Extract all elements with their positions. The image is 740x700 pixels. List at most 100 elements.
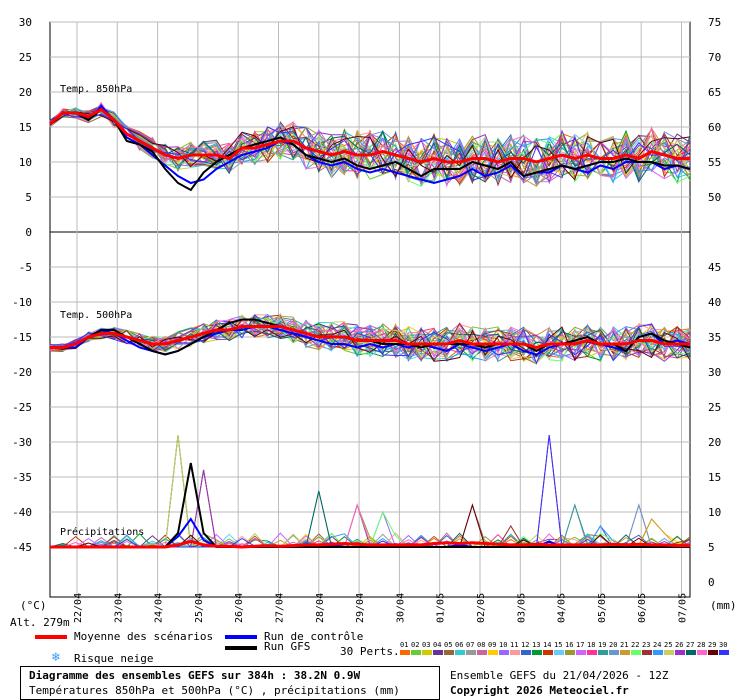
y-tick-label-left: -40	[12, 506, 32, 519]
pert-id-label: 30	[719, 641, 727, 649]
legend-mean-label: Moyenne des scénarios	[74, 630, 214, 643]
y-tick-label-left: 15	[19, 121, 32, 134]
y-tick-label-left: 0	[25, 226, 32, 239]
y-tick-label-left: 25	[19, 51, 32, 64]
pert-swatch	[576, 650, 586, 655]
legend-perts-label: 30 Perts.	[340, 645, 400, 658]
y-tick-label-right: 5	[708, 541, 715, 554]
legend-mean-swatch	[35, 635, 67, 639]
y-tick-label-left: -15	[12, 331, 32, 344]
pert-swatch	[455, 650, 465, 655]
pert-swatch	[620, 650, 630, 655]
pert-id-label: 27	[686, 641, 694, 649]
pert-swatch	[554, 650, 564, 655]
x-tick-label: 24/04	[154, 593, 165, 623]
y-tick-label-left: -25	[12, 401, 32, 414]
x-tick-label: 05/05	[597, 593, 608, 623]
chart-title: Diagramme des ensembles GEFS sur 384h : …	[29, 669, 361, 682]
left-unit-label: (°C)	[20, 599, 47, 612]
pert-id-label: 04	[433, 641, 441, 649]
pert-swatch	[477, 650, 487, 655]
x-tick-label: 02/05	[476, 593, 487, 623]
snow-icon: ❄	[52, 650, 60, 665]
pert-swatch	[697, 650, 707, 655]
perturbation-line-precip	[50, 490, 691, 548]
y-tick-label-right: 60	[708, 121, 721, 134]
altitude-label: Alt. 279m	[10, 616, 70, 629]
y-tick-label-left: -35	[12, 471, 32, 484]
pert-swatch	[433, 650, 443, 655]
perturbation-line-precip	[50, 434, 691, 548]
pert-id-label: 12	[521, 641, 529, 649]
x-tick-label: 04/05	[557, 593, 568, 623]
pert-swatch	[565, 650, 575, 655]
pert-id-label: 25	[664, 641, 672, 649]
pert-swatch	[708, 650, 718, 655]
pert-swatch	[719, 650, 729, 655]
legend-control-swatch	[225, 635, 257, 639]
perturbation-line-precip	[50, 490, 690, 548]
y-tick-label-right: 15	[708, 471, 721, 484]
pert-id-label: 15	[554, 641, 562, 649]
x-tick-label: 23/04	[113, 593, 124, 623]
y-tick-label-left: 20	[19, 86, 32, 99]
pert-id-label: 21	[620, 641, 628, 649]
y-tick-label-right: 0	[708, 576, 715, 589]
y-tick-label-left: -5	[19, 261, 32, 274]
x-tick-label: 07/05	[678, 593, 689, 623]
perturbation-line-500	[49, 319, 691, 357]
y-tick-label-right: 35	[708, 331, 721, 344]
pert-id-label: 10	[499, 641, 507, 649]
x-tick-label: 03/05	[516, 593, 527, 623]
panel-label: Temp. 500hPa	[60, 310, 132, 321]
run-label: Ensemble GEFS du 21/04/2026 - 12Z	[450, 669, 669, 682]
pert-swatch	[664, 650, 674, 655]
legend-control-label: Run de contrôle	[264, 630, 364, 643]
y-tick-label-right: 50	[708, 191, 721, 204]
pert-swatch	[466, 650, 476, 655]
x-tick-label: 26/04	[234, 593, 245, 623]
pert-id-label: 26	[675, 641, 683, 649]
perturbation-line-precip	[49, 490, 690, 548]
pert-id-label: 06	[455, 641, 463, 649]
legend-gfs-label: Run GFS	[264, 640, 311, 653]
legend-snow-label: Risque neige	[74, 652, 154, 665]
pert-id-label: 14	[543, 641, 551, 649]
pert-id-label: 13	[532, 641, 540, 649]
pert-swatch	[400, 650, 410, 655]
pert-id-label: 22	[631, 641, 639, 649]
pert-swatch	[631, 650, 641, 655]
pert-swatch	[488, 650, 498, 655]
y-tick-label-right: 45	[708, 261, 721, 274]
gfs-line-precip	[50, 462, 690, 548]
x-tick-label: 06/05	[637, 593, 648, 623]
pert-id-label: 17	[576, 641, 584, 649]
pert-swatch	[653, 650, 663, 655]
chart-subtitle: Températures 850hPa et 500hPa (°C) , pré…	[29, 684, 400, 697]
pert-id-label: 20	[609, 641, 617, 649]
pert-id-label: 02	[411, 641, 419, 649]
copyright-label: Copyright 2026 Meteociel.fr	[450, 684, 629, 697]
x-tick-label: 29/04	[355, 593, 366, 623]
perturbation-line-500	[49, 317, 691, 363]
x-tick-label: 01/05	[436, 593, 447, 623]
pert-id-label: 03	[422, 641, 430, 649]
y-tick-label-right: 75	[708, 16, 721, 29]
pert-swatch	[444, 650, 454, 655]
pert-swatch	[598, 650, 608, 655]
plot-frame	[49, 21, 691, 598]
y-tick-label-left: 10	[19, 156, 32, 169]
pert-swatch	[411, 650, 421, 655]
pert-id-label: 16	[565, 641, 573, 649]
x-tick-label: 25/04	[194, 593, 205, 623]
title-box: Diagramme des ensembles GEFS sur 384h : …	[20, 666, 440, 700]
pert-id-label: 11	[510, 641, 518, 649]
y-tick-label-left: -45	[12, 541, 32, 554]
y-tick-label-right: 20	[708, 436, 721, 449]
pert-id-label: 28	[697, 641, 705, 649]
pert-swatch	[642, 650, 652, 655]
y-tick-label-left: -30	[12, 436, 32, 449]
y-tick-label-right: 30	[708, 366, 721, 379]
perturbation-line-precip	[50, 434, 691, 548]
